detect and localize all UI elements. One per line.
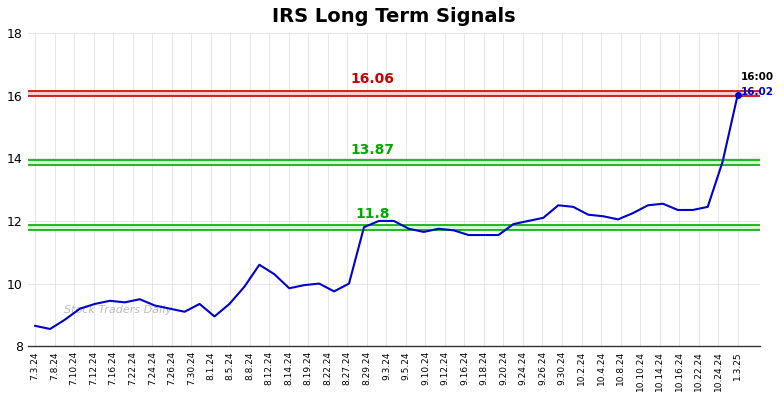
Text: 11.8: 11.8 <box>355 207 390 221</box>
Bar <box>27 225 760 230</box>
Bar <box>27 91 760 96</box>
Title: IRS Long Term Signals: IRS Long Term Signals <box>272 7 516 26</box>
Text: 13.87: 13.87 <box>350 142 394 157</box>
Text: Stock Traders Daily: Stock Traders Daily <box>64 305 172 315</box>
Bar <box>27 160 760 165</box>
Text: 16:00: 16:00 <box>741 72 774 82</box>
Text: 16.06: 16.06 <box>350 72 394 86</box>
Text: 16.02: 16.02 <box>741 87 774 97</box>
